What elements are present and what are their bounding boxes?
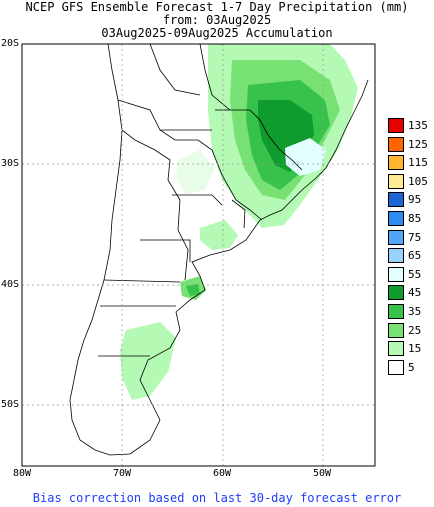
legend-label: 125 [408, 137, 428, 151]
map-title: NCEP GFS Ensemble Forecast 1-7 Day Preci… [25, 0, 409, 14]
legend-label: 105 [408, 174, 428, 188]
lon-label-60w: 60W [213, 468, 232, 479]
lon-label-80w: 80W [13, 468, 32, 479]
legend-label: 35 [408, 305, 422, 318]
precipitation-shading [120, 44, 358, 400]
legend-swatch [388, 118, 404, 133]
lon-label-70w: 70W [113, 468, 132, 479]
forecast-date: from: 03Aug2025 [162, 13, 272, 27]
legend-label: 115 [408, 156, 428, 170]
legend-label: 75 [408, 230, 422, 244]
legend-swatch [388, 248, 404, 264]
lat-label-20s: 20S [1, 38, 20, 49]
bias-correction-note: Bias correction based on last 30-day for… [32, 491, 402, 505]
lat-label-30s: 30S [1, 158, 20, 169]
legend-swatch [388, 173, 404, 189]
legend-label: 15 [408, 342, 422, 356]
legend-label: 135 [408, 119, 428, 132]
legend-label: 85 [408, 212, 422, 225]
legend-swatch [388, 136, 404, 152]
legend-swatch [388, 322, 404, 338]
legend-label: 5 [408, 360, 415, 374]
coastlines-and-borders [69, 44, 369, 456]
legend-label: 65 [408, 249, 422, 263]
legend-label: 25 [408, 323, 422, 337]
legend-swatch [388, 359, 404, 375]
lat-label-40s: 40S [1, 279, 20, 290]
legend-swatch [388, 192, 404, 208]
plot-frame [21, 43, 376, 467]
legend-swatch [388, 266, 404, 282]
legend-swatch [388, 155, 404, 171]
legend-label: 95 [408, 193, 422, 207]
legend-swatch [388, 304, 404, 319]
legend-swatch [388, 229, 404, 245]
legend-swatch [388, 211, 404, 226]
lat-label-50s: 50S [1, 399, 20, 410]
graticule [22, 44, 375, 466]
accumulation-period: 03Aug2025-09Aug2025 Accumulation [101, 26, 333, 40]
legend-swatch [388, 341, 404, 357]
legend-label: 55 [408, 267, 422, 281]
legend-swatch [388, 285, 404, 301]
lon-label-50w: 50W [313, 468, 332, 479]
legend-label: 45 [408, 286, 422, 300]
